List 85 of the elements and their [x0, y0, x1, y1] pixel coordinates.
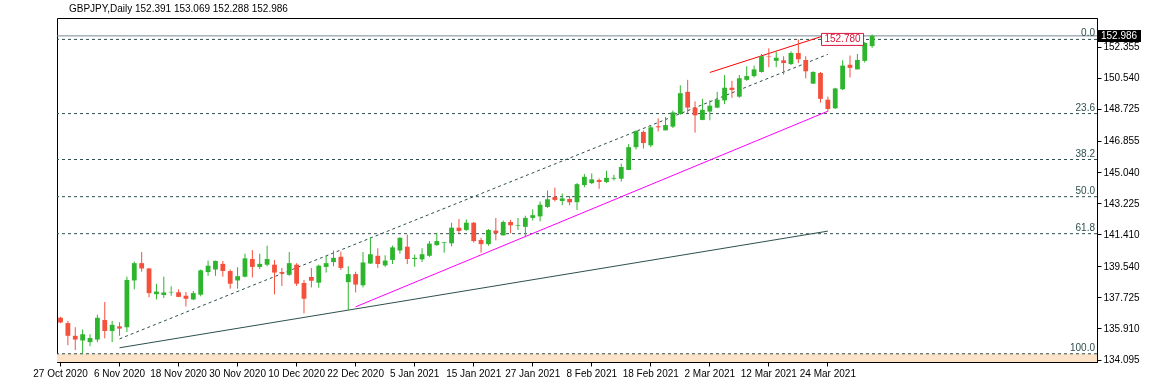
annotation: 23.6 — [1075, 101, 1096, 113]
candlestick — [264, 245, 270, 267]
candlestick — [279, 267, 285, 287]
annotation: 152.780 — [824, 33, 862, 45]
candlestick — [611, 174, 617, 181]
x-tick-label: 27 Oct 2020 — [33, 367, 89, 379]
candlestick — [515, 217, 521, 231]
y-tick-label: 150.540 — [1103, 72, 1141, 84]
candlestick — [685, 79, 691, 114]
candlestick — [537, 200, 543, 222]
x-tick-label: 18 Nov 2020 — [150, 367, 208, 379]
x-tick-label: 27 Jan 2021 — [505, 367, 561, 379]
candlestick — [736, 74, 742, 99]
candlestick — [272, 259, 277, 295]
x-tick-label: 18 Feb 2021 — [622, 367, 680, 379]
candlestick — [286, 251, 292, 277]
candlestick — [139, 251, 145, 273]
candlestick — [316, 264, 322, 289]
candlestick — [308, 267, 314, 288]
annotation: 50.0 — [1075, 184, 1096, 196]
y-tick-label: 134.095 — [1103, 354, 1141, 366]
candlestick — [759, 53, 764, 74]
candlestick — [72, 326, 78, 351]
x-tick-label: 10 Dec 2020 — [268, 367, 326, 379]
candlestick — [161, 276, 167, 299]
candlestick — [131, 261, 137, 290]
y-tick-label: 143.225 — [1103, 197, 1141, 209]
candlestick — [441, 241, 447, 254]
candlestick — [235, 266, 240, 290]
candlestick — [449, 222, 454, 247]
candlestick — [781, 55, 786, 76]
candlestick — [522, 215, 528, 238]
y-tick-label: 145.040 — [1103, 166, 1141, 178]
candlestick — [102, 301, 108, 339]
candlestick — [80, 328, 86, 355]
candlestick — [677, 84, 683, 116]
candlestick — [353, 271, 359, 293]
candlestick — [375, 247, 381, 269]
y-tick-label: 146.855 — [1103, 135, 1141, 147]
candlestick — [648, 125, 654, 148]
ref-line-label: 152.986 — [1101, 29, 1138, 41]
candlestick — [65, 320, 71, 346]
candlestick — [323, 255, 329, 274]
candlestick — [596, 178, 602, 190]
candlestick — [404, 234, 410, 265]
candlestick — [345, 265, 351, 311]
candlestick — [109, 320, 115, 343]
x-tick-label: 2 Mar 2021 — [684, 367, 736, 379]
y-tick-label: 137.725 — [1103, 291, 1141, 303]
y-tick-label: 148.725 — [1103, 103, 1141, 115]
candlestick — [722, 74, 727, 105]
candlestick — [368, 236, 373, 265]
annotation: 0.0 — [1081, 27, 1096, 39]
x-tick-label: 30 Nov 2020 — [209, 367, 267, 379]
candlestick — [552, 187, 558, 202]
y-tick-label: 135.910 — [1103, 322, 1141, 334]
candlestick — [655, 117, 661, 132]
candlestick — [641, 129, 646, 150]
x-tick-label: 22 Dec 2020 — [327, 367, 385, 379]
candlestick — [95, 314, 100, 343]
candlestick — [227, 268, 233, 290]
candlestick — [390, 245, 395, 265]
y-tick-label: 141.410 — [1103, 228, 1141, 240]
candlestick — [803, 55, 809, 79]
annotation: 61.8 — [1075, 221, 1096, 233]
x-tick-label: 6 Nov 2020 — [93, 367, 146, 379]
candlestick — [707, 99, 713, 121]
x-tick-label: 12 Mar 2021 — [740, 367, 798, 379]
x-tick-label: 8 Feb 2021 — [566, 367, 618, 379]
candlestick — [249, 249, 255, 278]
candlestick — [862, 41, 868, 64]
annotation: 38.2 — [1075, 147, 1096, 159]
x-tick-label: 5 Jan 2021 — [389, 367, 440, 379]
candlestick — [795, 38, 801, 64]
candlestick — [471, 221, 477, 244]
candlestick — [294, 262, 300, 287]
y-tick-label: 139.540 — [1103, 260, 1141, 272]
candlestick — [338, 251, 344, 271]
chart-title: GBPJPY,Daily 152.391 153.069 152.288 152.986 — [69, 3, 289, 14]
annotation: 100.0 — [1069, 341, 1096, 353]
x-tick-label: 15 Jan 2021 — [446, 367, 502, 379]
candlestick — [840, 59, 846, 91]
y-tick-label: 152.355 — [1103, 41, 1141, 53]
x-tick-label: 24 Mar 2021 — [799, 367, 857, 379]
candlestick — [626, 143, 632, 171]
